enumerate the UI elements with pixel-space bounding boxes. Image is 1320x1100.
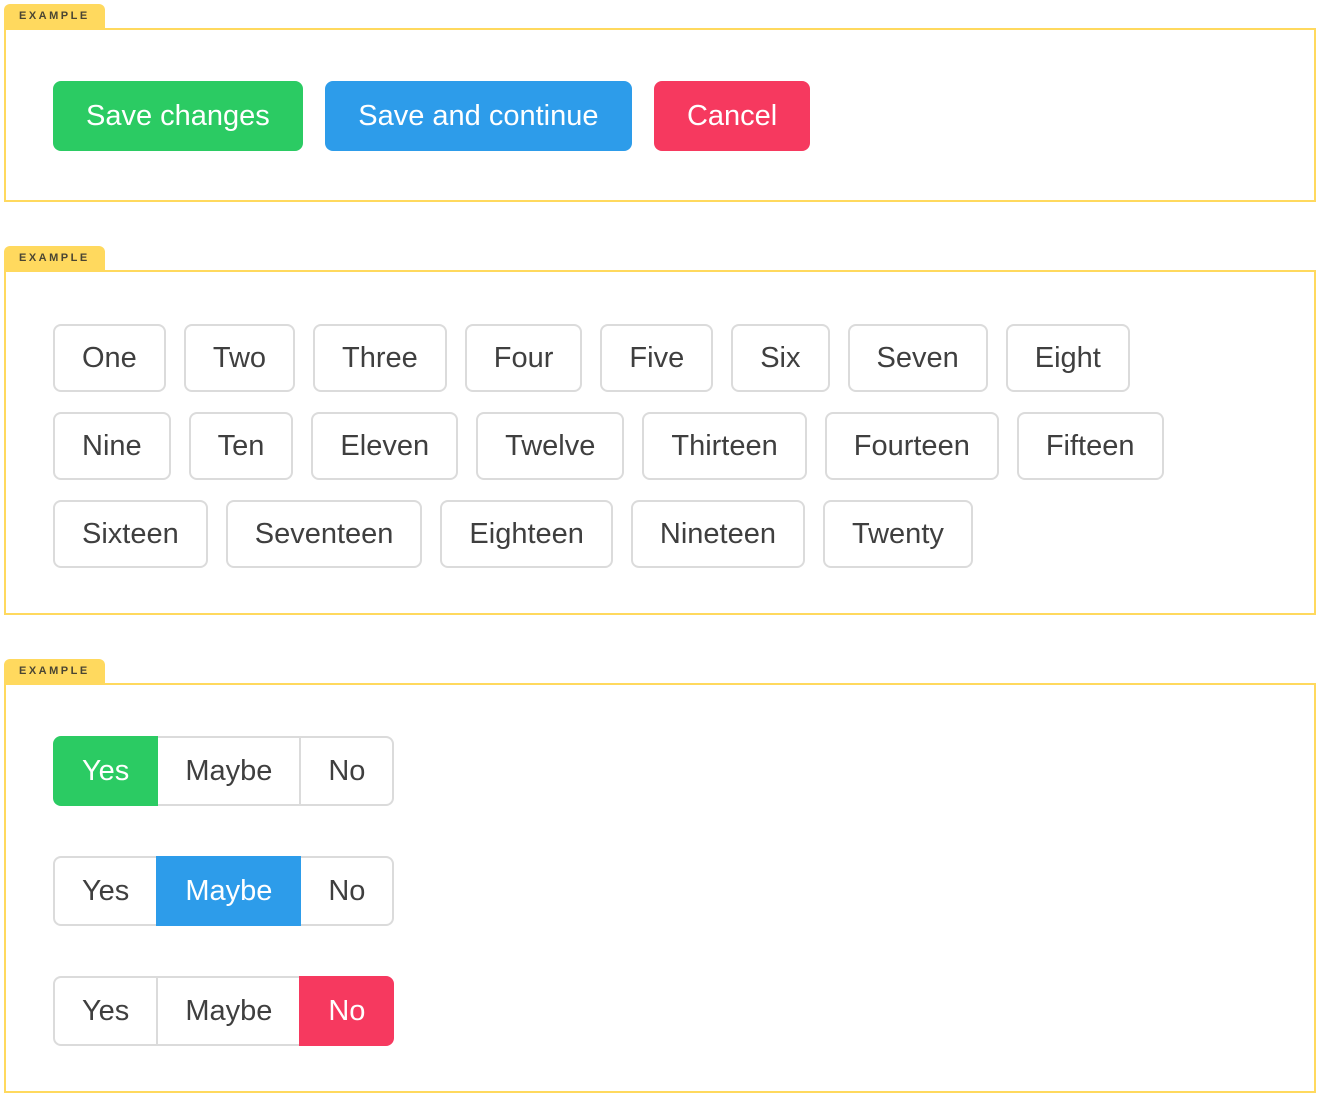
segmented-group-maybe-selected: Yes Maybe No — [53, 856, 395, 926]
example-tag: EXAMPLE — [4, 659, 105, 683]
number-button-sixteen[interactable]: Sixteen — [53, 500, 208, 568]
number-button-thirteen[interactable]: Thirteen — [642, 412, 807, 480]
segment-no[interactable]: No — [299, 856, 395, 926]
number-button-twelve[interactable]: Twelve — [476, 412, 625, 480]
number-button-eleven[interactable]: Eleven — [311, 412, 459, 480]
number-button-three[interactable]: Three — [313, 324, 447, 392]
number-button-row: Sixteen Seventeen Eighteen Nineteen Twen… — [53, 500, 1267, 568]
number-button-five[interactable]: Five — [600, 324, 714, 392]
number-button-row: One Two Three Four Five Six Seven Eight — [53, 324, 1267, 392]
number-button-row: Nine Ten Eleven Twelve Thirteen Fourteen… — [53, 412, 1267, 480]
number-button-fourteen[interactable]: Fourteen — [824, 412, 999, 480]
segment-no[interactable]: No — [299, 736, 395, 806]
segment-maybe[interactable]: Maybe — [156, 856, 302, 926]
segmented-group-no-selected: Yes Maybe No — [53, 976, 395, 1046]
save-changes-button[interactable]: Save changes — [53, 81, 303, 151]
cancel-button[interactable]: Cancel — [653, 81, 811, 151]
example-tag: EXAMPLE — [4, 246, 105, 270]
number-button-four[interactable]: Four — [464, 324, 583, 392]
number-button-eighteen[interactable]: Eighteen — [440, 500, 613, 568]
segmented-group-yes-selected: Yes Maybe No — [53, 736, 395, 806]
save-and-continue-button[interactable]: Save and continue — [325, 81, 632, 151]
segment-yes[interactable]: Yes — [53, 736, 159, 806]
segment-maybe[interactable]: Maybe — [156, 736, 302, 806]
segment-yes[interactable]: Yes — [53, 856, 159, 926]
example-box-numbers: One Two Three Four Five Six Seven Eight … — [4, 270, 1316, 615]
example-section-actions: EXAMPLE Save changes Save and continue C… — [4, 4, 1316, 202]
segment-no[interactable]: No — [299, 976, 395, 1046]
segment-maybe[interactable]: Maybe — [156, 976, 302, 1046]
number-button-seventeen[interactable]: Seventeen — [225, 500, 423, 568]
number-button-one[interactable]: One — [53, 324, 166, 392]
number-button-two[interactable]: Two — [183, 324, 296, 392]
number-button-twenty[interactable]: Twenty — [823, 500, 973, 568]
example-section-segments: EXAMPLE Yes Maybe No Yes Maybe No Yes Ma… — [4, 659, 1316, 1093]
number-button-nine[interactable]: Nine — [53, 412, 171, 480]
example-box-segments: Yes Maybe No Yes Maybe No Yes Maybe No — [4, 683, 1316, 1093]
number-button-nineteen[interactable]: Nineteen — [630, 500, 805, 568]
number-button-ten[interactable]: Ten — [188, 412, 294, 480]
example-box-actions: Save changes Save and continue Cancel — [4, 28, 1316, 202]
segment-yes[interactable]: Yes — [53, 976, 159, 1046]
number-button-eight[interactable]: Eight — [1005, 324, 1130, 392]
number-button-fifteen[interactable]: Fifteen — [1016, 412, 1164, 480]
example-section-numbers: EXAMPLE One Two Three Four Five Six Seve… — [4, 246, 1316, 615]
example-tag: EXAMPLE — [4, 4, 105, 28]
number-button-six[interactable]: Six — [731, 324, 830, 392]
number-button-seven[interactable]: Seven — [847, 324, 988, 392]
